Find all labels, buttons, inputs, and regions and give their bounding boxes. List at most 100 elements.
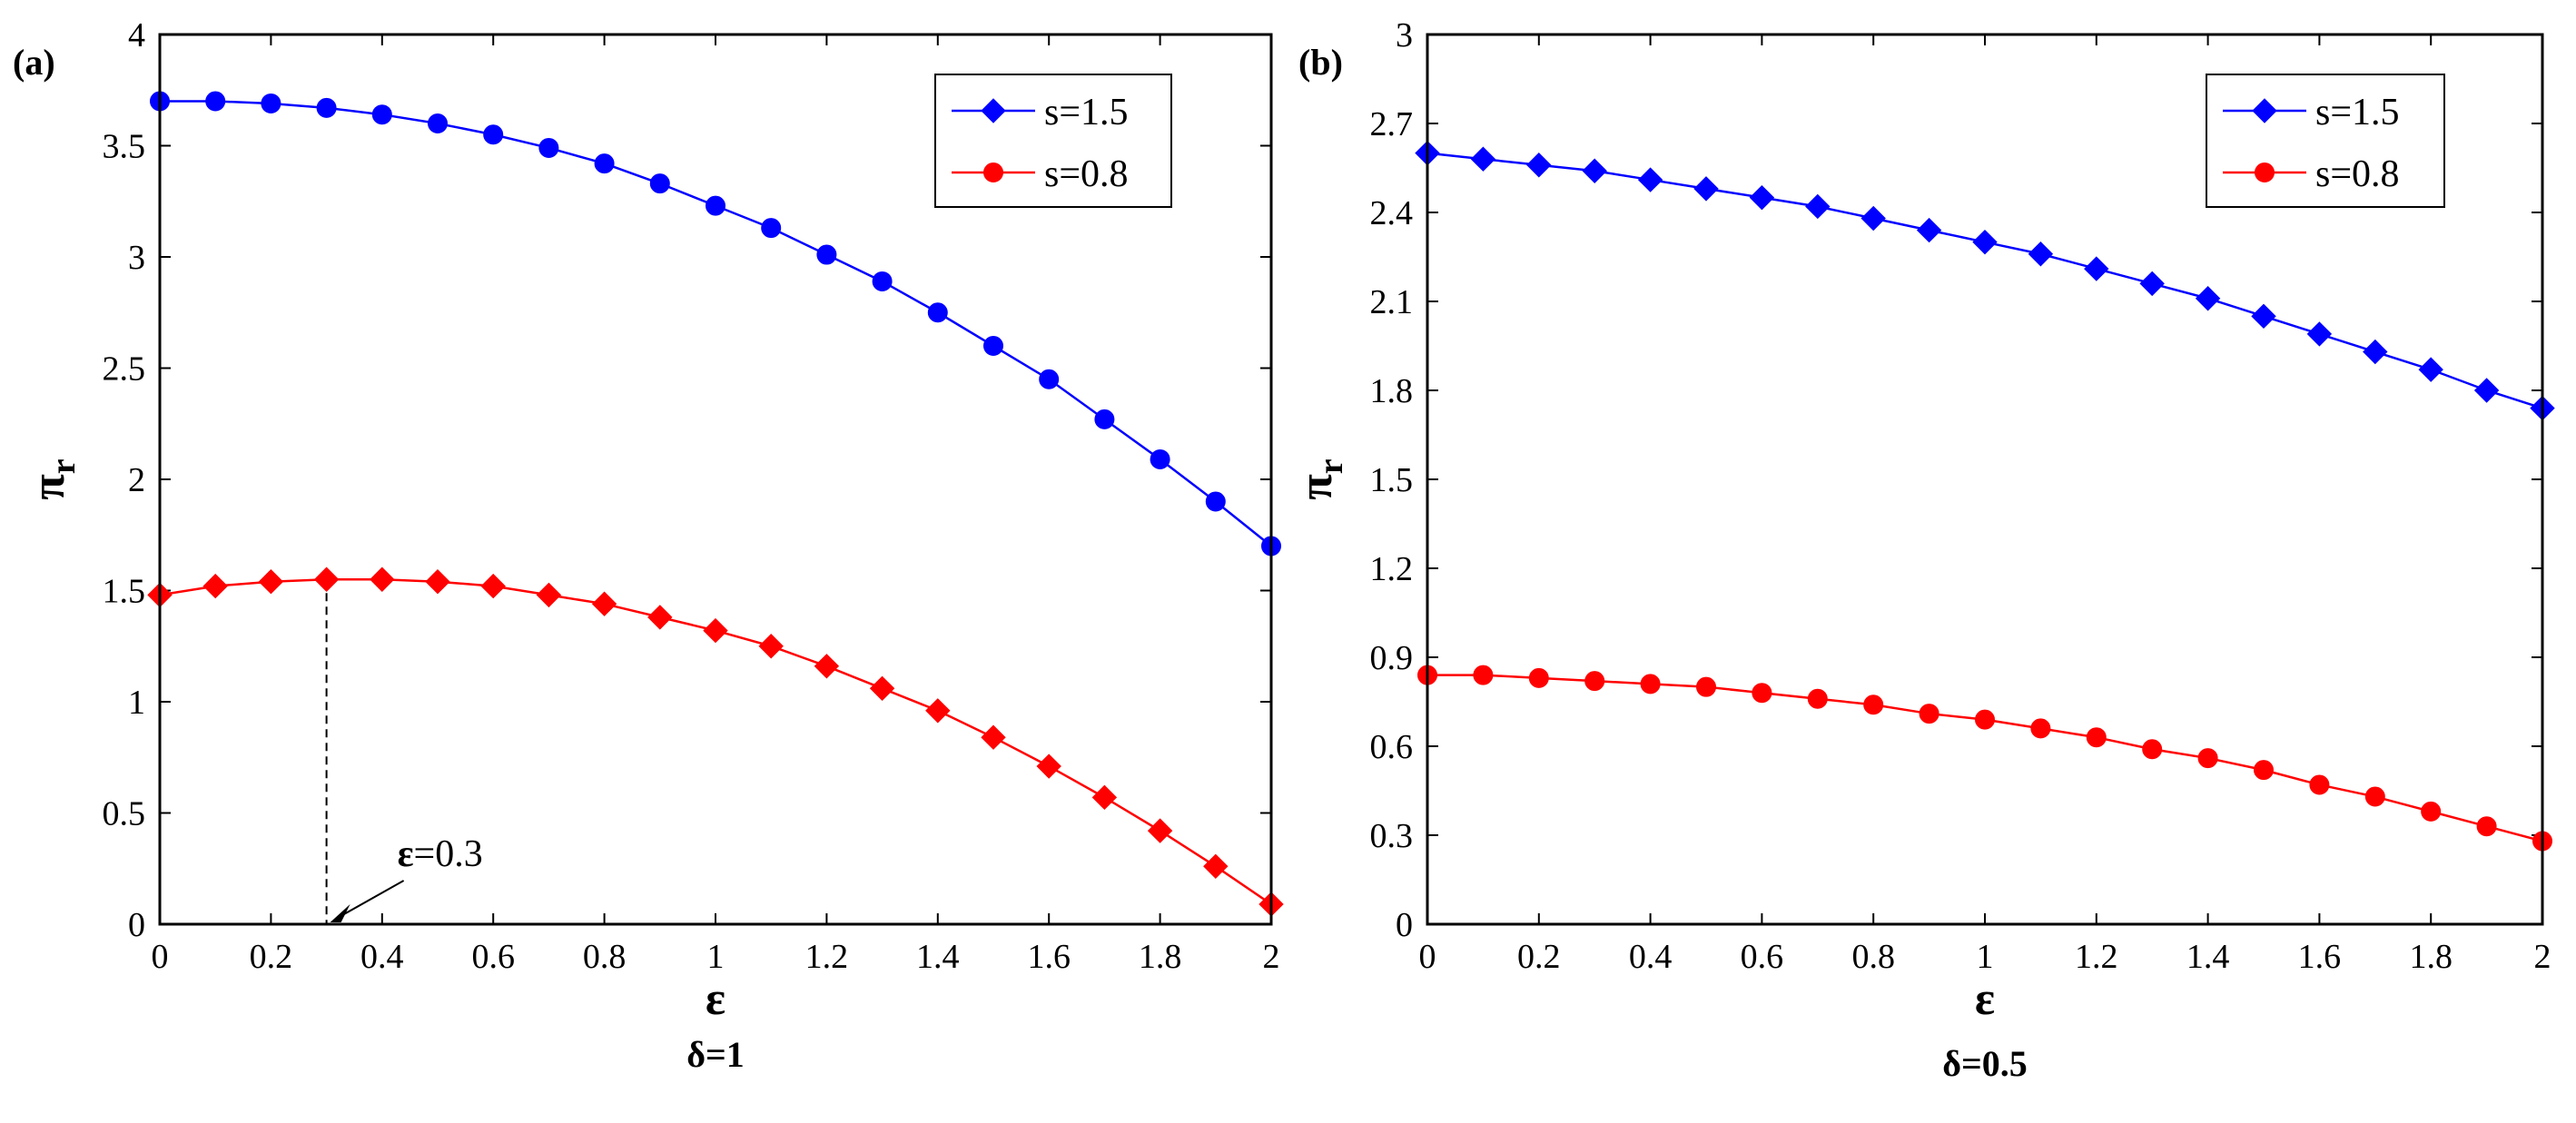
legend-box (934, 74, 1172, 208)
series-0-point (983, 336, 1003, 356)
series-0-point (1693, 176, 1719, 202)
x-tick-label: 1.6 (2298, 938, 2342, 976)
series-0-point (1039, 369, 1060, 389)
panel-a: 0 0.2 0.4 0.6 0.8 1 1.2 1.4 1.6 1.8 2 0 0.5 1 1.5 2 2.5 3… (13, 16, 1284, 1075)
y-tick-label: 1.8 (1370, 372, 1414, 410)
y-tick-label: 2.4 (1370, 194, 1414, 232)
series-1-point (1147, 818, 1173, 843)
series-0-point (1526, 153, 1552, 178)
plot-frame (158, 33, 1273, 926)
annotation-arrow-line (339, 880, 405, 918)
series-0-point (1150, 448, 1170, 469)
series-0-point (2195, 286, 2221, 311)
plot-frame (1426, 33, 2544, 926)
series-0-point (1805, 193, 1831, 220)
series-0-point (2084, 256, 2109, 281)
y-tick-label: 2 (128, 461, 145, 499)
y-tick-label: 2.1 (1370, 283, 1414, 321)
series-0-point (261, 93, 281, 113)
y-tick-label: 0 (128, 906, 145, 944)
series-1-point (1807, 688, 1828, 709)
y-tick-label: 1.5 (103, 573, 146, 611)
x-tick-label: 0.2 (250, 938, 293, 976)
series-1-point (925, 698, 951, 724)
series-1-point (758, 634, 784, 659)
y-tick-label: 2.5 (103, 350, 146, 389)
x-tick-label: 0.8 (1851, 938, 1895, 976)
legend-marker (2255, 163, 2275, 182)
legend-entry: s=0.8 (2315, 153, 2400, 195)
series-0-point (706, 195, 725, 216)
y-tick-label: 1 (128, 684, 145, 722)
y-axis-label: πr (23, 458, 83, 500)
series-1-point (536, 582, 562, 608)
y-tick-label: 2.7 (1370, 105, 1414, 143)
series-1-point (1036, 754, 1061, 779)
legend-marker (2252, 98, 2277, 123)
y-axis-label-sub: r (44, 458, 83, 474)
series-1-point (1473, 665, 1494, 685)
x-tick-label: 1 (707, 938, 725, 976)
series-1-point (425, 568, 450, 595)
series-0-point (371, 104, 392, 125)
panel-label: (a) (13, 42, 55, 83)
x-tick-label: 0.8 (583, 938, 627, 976)
series-0-point (1637, 167, 1663, 192)
series-1-point (313, 566, 340, 592)
series-0-point (816, 244, 837, 265)
annotation-epsilon: ε (398, 833, 414, 875)
series-0-point (538, 137, 559, 158)
series-1-point (647, 605, 673, 630)
series-0-point (1916, 217, 1942, 243)
y-tick-label: 1.5 (1370, 461, 1414, 499)
x-tick-label: 1.8 (2409, 938, 2453, 976)
series-1-point (1975, 709, 1995, 730)
series-1-point (370, 566, 395, 592)
series-1-point (2030, 718, 2051, 739)
delta-subtitle: δ=1 (686, 1034, 745, 1075)
y-tick-label: 3 (128, 239, 145, 277)
series-1-point (1919, 704, 1939, 724)
y-axis-label: πr (1290, 458, 1350, 500)
series-0-point (1470, 146, 1496, 172)
y-tick-label: 0.5 (103, 795, 146, 833)
x-tick-label: 2 (2534, 938, 2551, 976)
y-axis-label-sub: r (1312, 458, 1350, 474)
series-1-point (1640, 674, 1661, 694)
series-1-point (2364, 786, 2385, 807)
series-0-point (2473, 378, 2500, 403)
legend-entry: s=0.8 (1044, 153, 1129, 195)
series-1-point (202, 573, 228, 599)
x-tick-label: 0.6 (471, 938, 515, 976)
x-tick-label: 0.4 (1629, 938, 1673, 976)
series-1-point (2254, 760, 2274, 781)
series-1-point (703, 617, 728, 644)
x-tick-label: 0 (1419, 938, 1436, 976)
delta-subtitle: δ=0.5 (1942, 1043, 2028, 1084)
series-0-point (594, 153, 615, 174)
series-0-point (761, 218, 782, 239)
panel-label: (b) (1298, 42, 1343, 83)
y-tick-label: 0 (1396, 906, 1413, 944)
series-0-point (649, 173, 670, 194)
series-1-point (1696, 676, 1716, 697)
series-line-1 (1427, 674, 2543, 842)
series-0-point (2306, 321, 2333, 347)
series-1-point (2086, 727, 2107, 748)
legend-entry: s=1.5 (1044, 92, 1129, 133)
series-1-point (1203, 853, 1229, 880)
series-1-point (1752, 683, 1772, 704)
y-tick-label: 0.9 (1370, 639, 1414, 677)
series-1-point (981, 724, 1006, 750)
y-tick-label: 0.3 (1370, 817, 1414, 855)
y-tick-label: 4 (128, 16, 145, 54)
y-tick-label: 0.6 (1370, 728, 1414, 766)
series-0-point (2139, 271, 2165, 297)
x-tick-label: 1.6 (1027, 938, 1071, 976)
x-tick-label: 1.8 (1139, 938, 1182, 976)
y-tick-label: 1.2 (1370, 550, 1414, 588)
x-tick-label: 1.4 (916, 938, 960, 976)
x-axis-label: ε (706, 973, 725, 1025)
annotation-value: =0.3 (414, 833, 483, 875)
